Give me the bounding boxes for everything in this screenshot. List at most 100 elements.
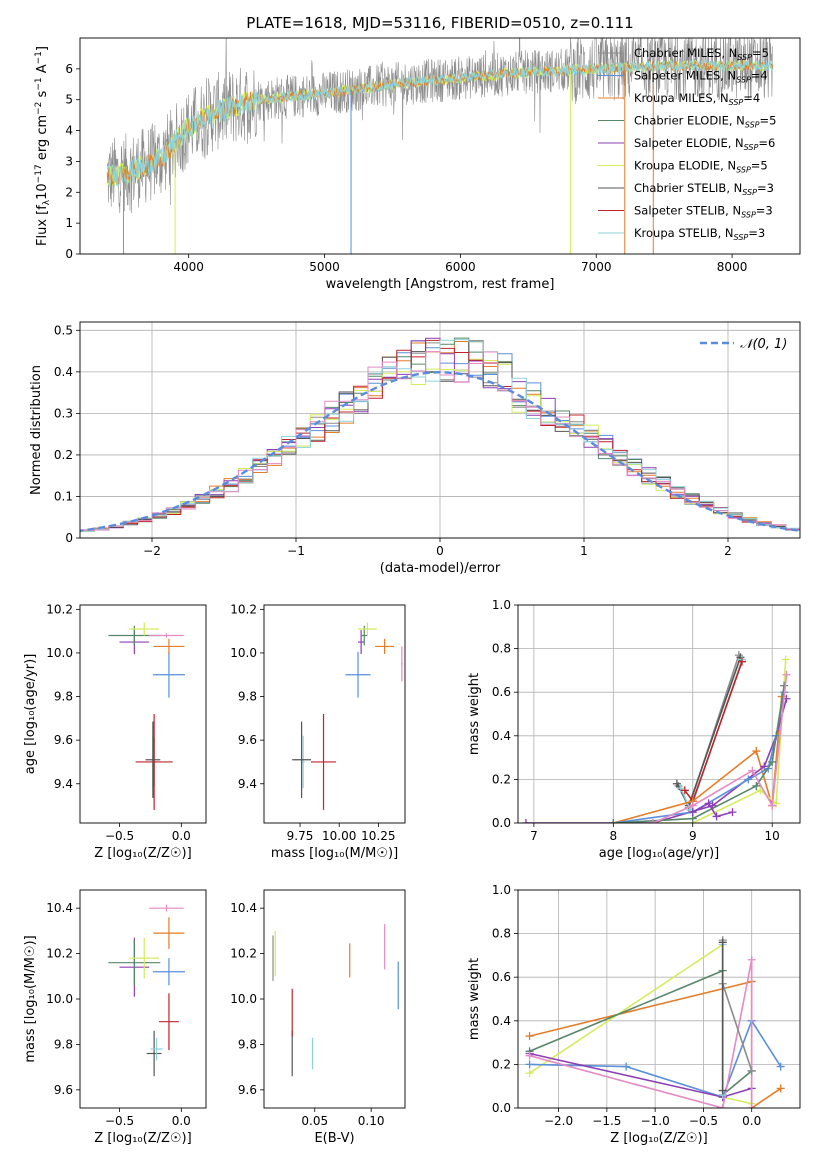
x-tick-label: 0.05 bbox=[301, 1114, 328, 1128]
y-axis-label: age [log₁₀(age/yr)] bbox=[23, 654, 38, 775]
age_vs_mass-frame bbox=[263, 604, 406, 824]
y-tick-label: 0.6 bbox=[492, 970, 511, 984]
y-tick-label: 9.8 bbox=[238, 1037, 257, 1051]
y-tick-label: 0.3 bbox=[54, 406, 73, 420]
y-tick-label: 0.6 bbox=[492, 685, 511, 699]
massweight-marker bbox=[718, 1086, 727, 1095]
x-tick-label: 0.0 bbox=[172, 829, 191, 843]
y-tick-label: 9.8 bbox=[54, 1037, 73, 1051]
y-tick-label: 1.0 bbox=[492, 883, 511, 897]
y-tick-label: 0.0 bbox=[492, 816, 511, 830]
y-tick-label: 0.5 bbox=[54, 323, 73, 337]
mass_vs_EBV-plot bbox=[272, 924, 399, 1077]
y-tick-label: 0 bbox=[65, 531, 73, 545]
massweight-marker bbox=[780, 681, 789, 690]
massweight-marker bbox=[649, 819, 658, 823]
x-tick-label: 4000 bbox=[173, 260, 204, 274]
y-axis-label: mass weight bbox=[467, 673, 482, 755]
massweight-line bbox=[529, 1052, 752, 1098]
y-tick-label: 1.0 bbox=[492, 598, 511, 612]
x-tick-label: 9 bbox=[689, 829, 697, 843]
y-tick-label: 0.4 bbox=[492, 1014, 511, 1028]
age_vs_Z-plot bbox=[108, 622, 185, 810]
massweight-marker bbox=[782, 670, 791, 679]
x-tick-label: 0 bbox=[436, 544, 444, 558]
figure-title: PLATE=1618, MJD=53116, FIBERID=0510, z=0… bbox=[246, 14, 633, 32]
massweight-marker bbox=[768, 757, 777, 766]
gaussian-curve bbox=[80, 371, 800, 532]
x-tick-label: 7000 bbox=[581, 260, 612, 274]
massweight-marker bbox=[712, 812, 721, 821]
y-tick-label: 0.8 bbox=[492, 642, 511, 656]
y-tick-label: 10.0 bbox=[230, 992, 257, 1006]
y-tick-label: 9.6 bbox=[238, 733, 257, 747]
y-axis-label: Flux [fλ10−17 erg cm−2 s−1 A−1] bbox=[34, 46, 52, 246]
x-tick-label: 10 bbox=[765, 829, 780, 843]
y-tick-label: 10.0 bbox=[46, 992, 73, 1006]
spectrum-frame bbox=[79, 37, 801, 255]
legend-label: Kroupa MILES, NSSP=4 bbox=[634, 91, 760, 107]
y-tick-label: 5 bbox=[65, 93, 73, 107]
y-tick-label: 9.6 bbox=[54, 733, 73, 747]
spectrum-plot bbox=[106, 38, 774, 254]
x-axis-label: Z [log₁₀(Z/Z☉)] bbox=[94, 1131, 191, 1146]
y-tick-label: 10.2 bbox=[46, 602, 73, 616]
massweight-marker bbox=[747, 1066, 756, 1075]
y-tick-label: 0 bbox=[65, 247, 73, 261]
y-tick-label: 10.0 bbox=[230, 646, 257, 660]
y-tick-label: 9.4 bbox=[238, 777, 257, 791]
massweight-line bbox=[692, 802, 733, 818]
x-axis-label: E(B-V) bbox=[314, 1131, 354, 1146]
y-tick-label: 9.8 bbox=[238, 690, 257, 704]
x-axis-label: Z [log₁₀(Z/Z☉)] bbox=[94, 846, 191, 861]
massweight-marker bbox=[680, 786, 689, 795]
residual-histogram bbox=[80, 351, 800, 533]
legend-label: Salpeter MILES, NSSP=4 bbox=[634, 69, 768, 85]
massweight-marker bbox=[752, 781, 761, 790]
y-axis-label: mass weight bbox=[467, 958, 482, 1040]
massweight-line bbox=[525, 698, 788, 823]
legend-label: Kroupa ELODIE, NSSP=5 bbox=[634, 159, 768, 175]
x-tick-label: 9.75 bbox=[287, 829, 314, 843]
x-tick-label: −2 bbox=[143, 544, 161, 558]
massweight-marker bbox=[525, 1032, 534, 1041]
residuals-axes: −2 −1 0 1 2 0 0.1 0.2 0.3 0.4 0.5 (data-model)/erro… bbox=[29, 321, 801, 576]
age_vs_Z-frame bbox=[79, 604, 207, 824]
x-axis-label: mass [log₁₀(M/M☉)] bbox=[271, 846, 398, 861]
x-axis-label: wavelength [Angstrom, rest frame] bbox=[326, 277, 555, 292]
y-tick-label: 6 bbox=[65, 62, 73, 76]
massweight_vs_age-plot bbox=[521, 651, 791, 823]
x-tick-label: 6000 bbox=[445, 260, 476, 274]
x-tick-label: 8000 bbox=[717, 260, 748, 274]
massweight-marker bbox=[728, 808, 737, 817]
x-tick-label: 0.10 bbox=[358, 1114, 385, 1128]
x-tick-label: 7 bbox=[530, 829, 538, 843]
residuals-frame bbox=[79, 321, 801, 539]
x-tick-label: 0.0 bbox=[742, 1114, 761, 1128]
massweight-marker bbox=[704, 799, 713, 808]
massweight-marker bbox=[525, 1069, 534, 1078]
spectrum-axes: 4000 5000 6000 7000 8000 0 1 2 3 4 5 6 wavelength [A… bbox=[34, 37, 801, 292]
massweight-marker bbox=[768, 801, 777, 810]
x-tick-label: 10.00 bbox=[322, 829, 356, 843]
y-tick-label: 9.6 bbox=[238, 1083, 257, 1097]
age_vs_mass-axes: 9.75 10.00 10.25 9.4 9.6 9.8 10.0 10.2 mass [log… bbox=[230, 602, 406, 861]
y-tick-label: 10.2 bbox=[230, 947, 257, 961]
x-tick-label: −0.5 bbox=[105, 1114, 134, 1128]
massweight-marker bbox=[688, 808, 697, 817]
legend-label: Salpeter ELODIE, NSSP=6 bbox=[634, 136, 775, 152]
massweight_vs_age-axes: 7 8 9 10 0.0 0.2 0.4 0.6 0.8 1.0 age [log₁₀(age/yr… bbox=[467, 598, 801, 861]
y-tick-label: 3 bbox=[65, 154, 73, 168]
legend-label: Chabrier STELIB, NSSP=3 bbox=[634, 181, 774, 197]
x-tick-label: 8 bbox=[610, 829, 618, 843]
x-tick-label: −0.5 bbox=[689, 1114, 718, 1128]
age_vs_mass-plot bbox=[292, 622, 403, 810]
y-tick-label: 10.4 bbox=[230, 901, 257, 915]
x-tick-label: 2 bbox=[724, 544, 732, 558]
massweight-marker bbox=[622, 1062, 631, 1071]
x-tick-label: −2.0 bbox=[544, 1114, 573, 1128]
y-tick-label: 10.0 bbox=[46, 646, 73, 660]
massweight_vs_Z-frame bbox=[517, 889, 801, 1109]
mass_vs_Z-plot bbox=[108, 904, 185, 1077]
mass_vs_Z-axes: −0.5 0.0 9.6 9.8 10.0 10.2 10.4 Z [log₁₀(Z/Z☉)]… bbox=[23, 889, 207, 1146]
